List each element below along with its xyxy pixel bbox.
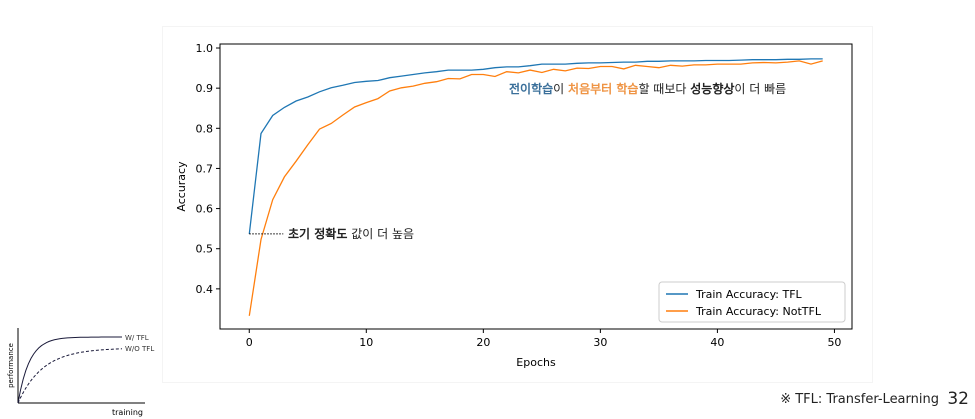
series-line-1	[248, 58, 823, 234]
page-number: 32	[947, 389, 969, 409]
annotation-initial-accuracy-part: 값이 더 높음	[347, 227, 414, 241]
series-line-2	[248, 60, 823, 316]
y-tick-label: 0.5	[196, 243, 214, 256]
annotation-transfer-statement-part: 이	[553, 82, 568, 96]
mini-legend-label-2: W/O TFL	[125, 345, 154, 353]
footnote: ※ TFL: Transfer-Learning	[780, 392, 939, 407]
legend-label-2: Train Accuracy: NotTFL	[695, 305, 822, 318]
mini-series-2	[17, 348, 123, 404]
annotation-transfer-statement: 전이학습이 처음부터 학습할 때보다 성능향상이 더 빠름	[509, 81, 786, 96]
y-axis-label: Accuracy	[175, 161, 188, 212]
x-tick-label: 40	[710, 336, 724, 349]
annotation-transfer-statement-part: 처음부터 학습	[568, 81, 638, 96]
plot-frame	[219, 43, 853, 330]
legend-box	[658, 281, 846, 323]
x-axis-label: Epochs	[516, 356, 556, 369]
y-tick-label: 0.8	[196, 122, 214, 135]
mini-y-axis-label: performance	[7, 343, 15, 388]
x-tick-label: 20	[476, 336, 490, 349]
mini-legend-label-1: W/ TFL	[125, 334, 149, 342]
y-tick-label: 0.9	[196, 82, 214, 95]
legend-label-1: Train Accuracy: TFL	[695, 288, 803, 301]
y-tick-label: 1.0	[196, 42, 214, 55]
mini-series-1	[17, 336, 122, 404]
annotation-transfer-statement-part: 이 더 빠름	[734, 82, 786, 96]
chart-panel: 0 10 20 30 40 50 0.4 0.5 0.6 0.7 0.8 0.9 1.0 Epochs Ac…	[163, 27, 872, 382]
annotation-initial-accuracy: 초기 정확도 값이 더 높음	[288, 226, 414, 241]
x-tick-label: 30	[593, 336, 607, 349]
y-tick-label: 0.4	[196, 283, 214, 296]
x-tick-label: 0	[246, 336, 253, 349]
y-tick-label: 0.6	[196, 203, 214, 216]
annotation-transfer-statement-part: 전이학습	[509, 81, 553, 96]
accuracy-line-chart: 0 10 20 30 40 50 0.4 0.5 0.6 0.7 0.8 0.9 1.0 Epochs Ac…	[175, 42, 853, 369]
x-tick-label: 10	[359, 336, 373, 349]
performance-sketch-chart: W/ TFL W/O TFL training performance	[7, 328, 154, 417]
annotation-transfer-statement-part: 할 때보다	[638, 82, 690, 96]
annotation-transfer-statement-part: 성능향상	[690, 81, 734, 96]
y-tick-label: 0.7	[196, 162, 214, 175]
x-tick-label: 50	[827, 336, 841, 349]
mini-x-axis-label: training	[112, 408, 143, 417]
annotation-initial-accuracy-part: 초기 정확도	[288, 226, 347, 241]
